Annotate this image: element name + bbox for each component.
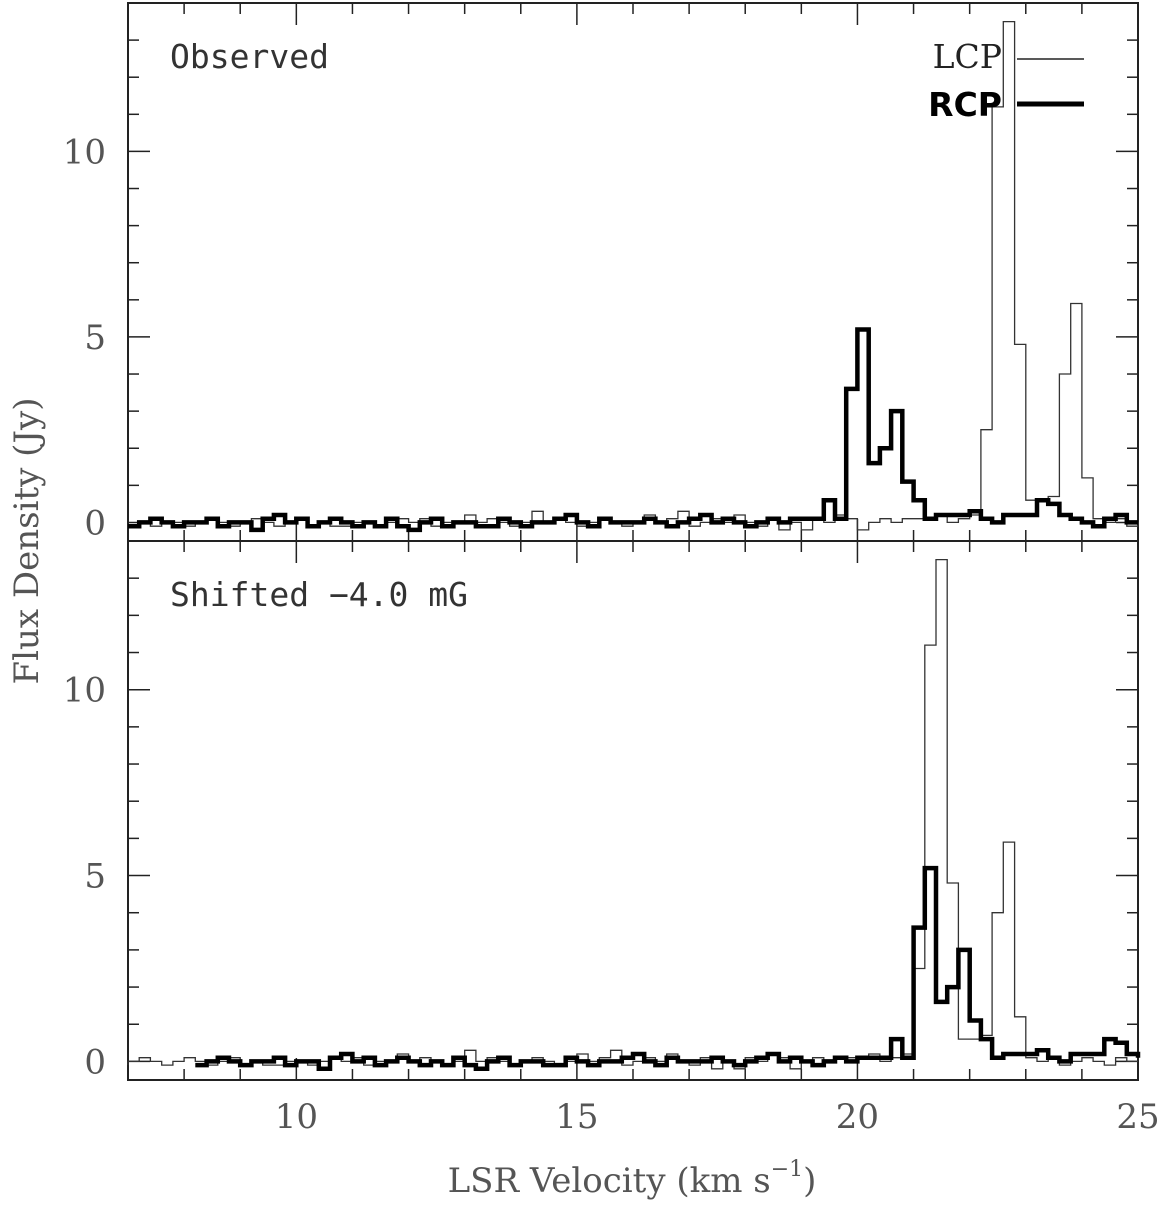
series-layer [127, 20, 1141, 1072]
y-tick-label: 5 [84, 857, 106, 897]
axis-tick-labels: 0 5 10 0 5 10 10 15 20 25 [63, 132, 1160, 1137]
y-tick-label: 10 [63, 132, 106, 172]
x-tick-label: 20 [836, 1097, 879, 1137]
legend-label-rcp: RCP [928, 85, 1002, 124]
y-axis-title: Flux Density (Jy) [7, 398, 47, 685]
legend-label-lcp: LCP [933, 37, 1002, 76]
panel-label-shifted: Shifted −4.0 mG [170, 575, 468, 614]
panel-label-observed: Observed [170, 37, 329, 76]
series-lcp-panel-2 [127, 558, 1138, 1070]
bottom-panel-frame [127, 540, 1139, 1081]
x-axis-title-main: LSR Velocity (km s [448, 1161, 771, 1201]
y-tick-label: 5 [84, 318, 106, 358]
legend: LCP RCP [928, 37, 1084, 124]
x-tick-label: 10 [275, 1097, 318, 1137]
x-axis-title-superscript: −1 [771, 1157, 803, 1182]
series-rcp-panel-1 [128, 327, 1138, 533]
x-axis-title-close: ) [803, 1161, 816, 1201]
x-tick-label: 25 [1116, 1097, 1159, 1137]
x-axis-title: LSR Velocity (km s−1) [448, 1157, 817, 1201]
y-tick-label: 0 [84, 1042, 106, 1082]
top-panel-frame [127, 2, 1139, 542]
x-tick-label: 15 [555, 1097, 598, 1137]
series-rcp-panel-2 [195, 865, 1141, 1072]
y-tick-label: 0 [84, 503, 106, 543]
y-tick-label: 10 [63, 671, 106, 711]
